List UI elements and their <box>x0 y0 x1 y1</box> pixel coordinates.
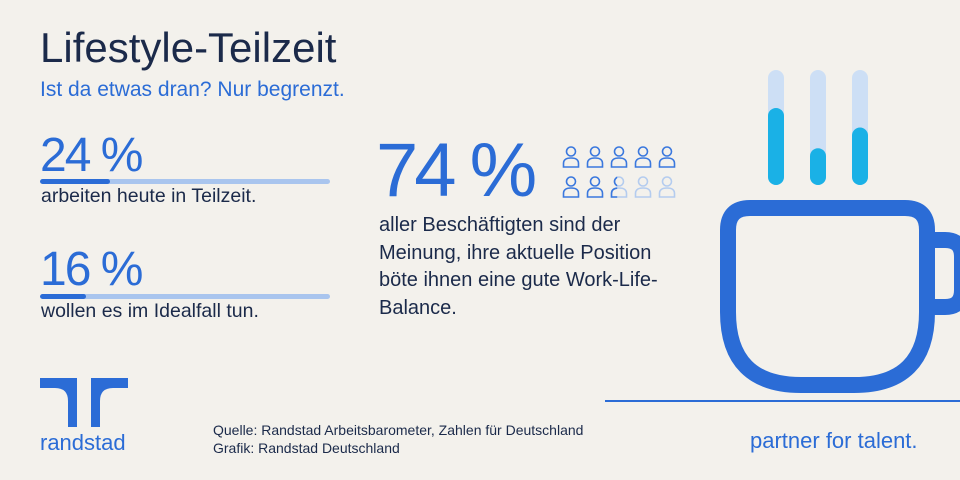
person-icon <box>562 146 580 168</box>
person-icon <box>586 146 604 168</box>
person-icon-body <box>586 157 604 168</box>
person-icon <box>634 146 652 168</box>
progress-bar-track <box>40 294 330 299</box>
randstad-logo-icon <box>40 378 128 427</box>
stat-value-part-time-now: 24 % <box>40 129 143 182</box>
person-icon-body <box>634 187 652 198</box>
coffee-mug-icon <box>720 200 960 393</box>
progress-bar-fill <box>40 294 87 299</box>
stat-caption-part-time-now: arbeiten heute in Teilzeit. <box>41 185 257 207</box>
steam-bar <box>768 70 784 185</box>
person-icon-body <box>658 187 676 198</box>
steam-bar-fill <box>852 127 868 185</box>
person-icon-head <box>565 146 577 157</box>
person-icon-filled <box>562 176 580 198</box>
person-icon <box>610 176 628 198</box>
person-icon-body <box>610 187 618 198</box>
mug-body <box>720 200 935 393</box>
stat-caption-part-time-ideal: wollen es im Idealfall tun. <box>41 300 259 322</box>
caption-line: Balance. <box>379 296 457 319</box>
stat-value-part-time-ideal: 16 % <box>40 243 143 296</box>
page-title: Lifestyle-Teilzeit <box>40 24 337 71</box>
person-icon-head <box>613 146 625 157</box>
person-icon <box>586 176 604 198</box>
person-icon-filled <box>586 146 604 168</box>
steam <box>768 70 868 185</box>
credit-line: Grafik: Randstad Deutschland <box>213 440 400 456</box>
person-icon-filled <box>610 146 628 168</box>
steam-bar-fill <box>810 148 826 185</box>
person-icon-head <box>637 176 649 187</box>
person-icon-body <box>586 187 604 198</box>
steam-bar-fill <box>768 107 784 185</box>
person-icon-head <box>589 176 601 187</box>
person-icon-head <box>637 146 649 157</box>
person-icon-body <box>634 157 652 168</box>
stat-caption-work-life-balance: aller Beschäftigten sind der Meinung, ih… <box>379 212 658 322</box>
person-icon <box>658 146 676 168</box>
person-icon-body <box>562 157 580 168</box>
person-icon-empty <box>634 176 652 198</box>
brand-tagline: partner for talent. <box>750 428 918 453</box>
caption-line: Meinung, ihre aktuelle Position <box>379 241 652 264</box>
person-icon-head <box>589 146 601 157</box>
person-icon-empty <box>610 176 628 198</box>
caption-line: aller Beschäftigten sind der <box>379 214 621 236</box>
person-icon-body <box>610 157 628 168</box>
caption-line: böte ihnen eine gute Work-Life- <box>379 269 658 291</box>
logo-left-shape <box>40 378 77 427</box>
person-icon-partial-fill <box>610 176 618 198</box>
steam-bar <box>852 70 868 185</box>
person-icon-head <box>661 176 673 187</box>
person-icon-filled <box>562 146 580 168</box>
person-icon-filled <box>634 146 652 168</box>
stat-value-work-life-balance: 74 % <box>376 128 537 213</box>
person-icon <box>658 176 676 198</box>
person-icon-head <box>613 176 618 187</box>
person-icon <box>562 176 580 198</box>
person-icon-filled <box>586 176 604 198</box>
page-subtitle: Ist da etwas dran? Nur begrenzt. <box>40 78 345 101</box>
steam-bar <box>810 70 826 185</box>
person-pictogram <box>562 146 676 198</box>
person-icon-empty <box>658 176 676 198</box>
logo-right-shape <box>91 378 128 427</box>
source-line: Quelle: Randstad Arbeitsbarometer, Zahle… <box>213 422 584 438</box>
person-icon-body <box>658 157 676 168</box>
progress-bar-track <box>40 179 330 184</box>
person-icon-body <box>562 187 580 198</box>
person-icon-head <box>565 176 577 187</box>
source-note: Quelle: Randstad Arbeitsbarometer, Zahle… <box>213 421 583 457</box>
person-icon-head <box>661 146 673 157</box>
person-icon <box>610 146 628 168</box>
person-icon <box>634 176 652 198</box>
mug-handle <box>927 232 960 315</box>
person-icon-filled <box>658 146 676 168</box>
randstad-wordmark: randstad <box>40 430 126 455</box>
progress-bar-fill <box>40 179 110 184</box>
